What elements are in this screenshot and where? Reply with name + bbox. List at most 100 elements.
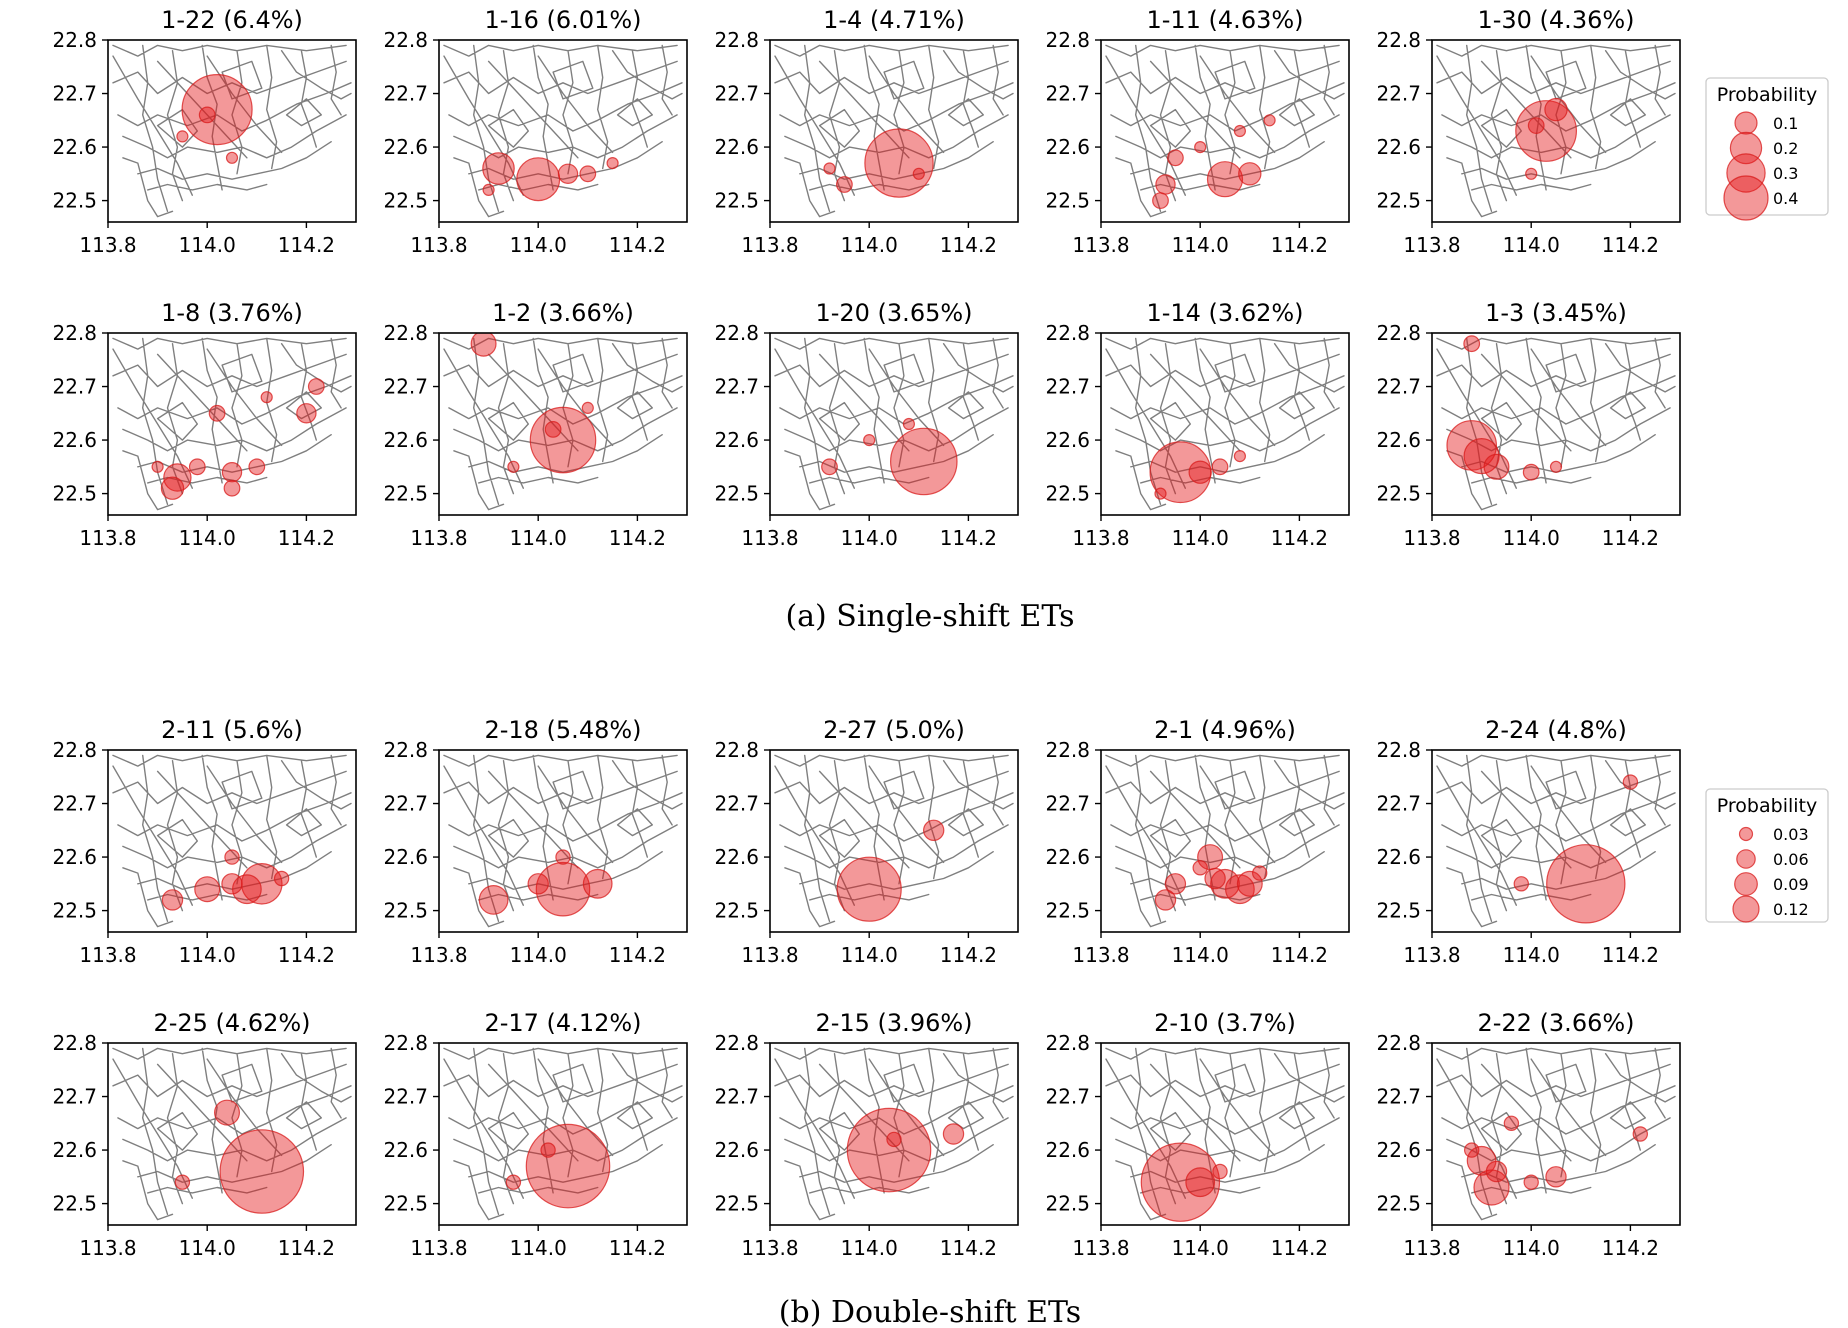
x-tick-label: 114.2 (940, 526, 997, 550)
probability-bubble (188, 458, 206, 476)
x-tick-label: 113.8 (1403, 526, 1460, 550)
probability-bubble (1525, 167, 1538, 180)
probability-bubble (1549, 460, 1563, 473)
x-tick-label: 114.2 (1602, 1236, 1659, 1260)
x-tick-label: 114.2 (609, 1236, 666, 1260)
y-tick-label: 22.8 (52, 321, 97, 345)
x-tick-label: 113.8 (410, 943, 467, 967)
y-tick-label: 22.7 (52, 792, 97, 816)
y-tick-label: 22.7 (383, 1085, 428, 1109)
y-tick-label: 22.6 (1045, 428, 1090, 452)
map-area (1105, 754, 1345, 928)
axes-frame (1100, 749, 1350, 933)
y-tick-label: 22.6 (383, 135, 428, 159)
y-tick-label: 22.6 (52, 428, 97, 452)
map-area (774, 754, 1014, 928)
x-tick-label: 114.2 (609, 943, 666, 967)
y-tick-label: 22.5 (52, 482, 97, 506)
y-tick-label: 22.6 (714, 1138, 759, 1162)
y-tick-label: 22.7 (1376, 1085, 1421, 1109)
x-tick-label: 114.0 (179, 1236, 236, 1260)
panel-1-8: 1-8 (3.76%) 22.8 22.7 22.6 22.5 113.8 114.0 114… (52, 299, 357, 550)
x-tick-label: 113.8 (79, 233, 136, 257)
y-tick-label: 22.6 (1376, 428, 1421, 452)
probability-bubble (821, 458, 838, 476)
y-tick-label: 22.5 (383, 899, 428, 923)
road-network (1105, 337, 1345, 511)
probability-bubble (1188, 460, 1212, 484)
axes-frame (1100, 332, 1350, 516)
panel-1-11: 1-11 (4.63%) 22.8 22.7 22.6 22.5 113.8 114.0 11… (1045, 6, 1350, 257)
road-network (774, 337, 1014, 511)
legend-label: 0.03 (1773, 825, 1809, 844)
probability-bubble (823, 162, 836, 175)
probability-bubble (1194, 140, 1207, 154)
y-tick-label: 22.7 (714, 1085, 759, 1109)
panel-2-25: 2-25 (4.62%) 22.8 22.7 22.6 22.5 113.8 114.0 11… (52, 1009, 357, 1260)
y-tick-label: 22.5 (1045, 899, 1090, 923)
y-tick-label: 22.7 (1045, 375, 1090, 399)
probability-bubble (525, 1123, 611, 1209)
y-tick-label: 22.6 (52, 845, 97, 869)
probability-bubble (557, 163, 579, 185)
road-network (443, 44, 683, 218)
panel-title: 2-15 (3.96%) (815, 1009, 972, 1037)
probability-bubble (221, 873, 243, 895)
axes-frame (1431, 1042, 1681, 1226)
map-area (1105, 44, 1345, 218)
x-tick-label: 113.8 (1072, 526, 1129, 550)
axes-frame (769, 39, 1019, 223)
legend-group: Probability 0.1 0.2 0.3 0.4 Probability 0.03 0.… (1705, 77, 1829, 923)
y-tick-label: 22.6 (1376, 135, 1421, 159)
probability-bubble (1166, 149, 1184, 167)
map-area (112, 337, 352, 511)
panel-2-11: 2-11 (5.6%) 22.8 22.7 22.6 22.5 113.8 114.0 114… (52, 716, 357, 967)
panel-title: 2-25 (4.62%) (153, 1009, 310, 1037)
map-area (443, 754, 683, 928)
y-tick-label: 22.7 (52, 82, 97, 106)
x-tick-label: 114.0 (510, 233, 567, 257)
probability-bubble (507, 460, 520, 473)
axes-frame (438, 749, 688, 933)
y-tick-label: 22.5 (1376, 482, 1421, 506)
x-tick-label: 114.2 (1602, 943, 1659, 967)
y-tick-label: 22.8 (1376, 321, 1421, 345)
y-tick-label: 22.7 (52, 375, 97, 399)
axes-frame (1100, 39, 1350, 223)
probability-bubble (1485, 1160, 1508, 1183)
x-tick-label: 114.0 (179, 233, 236, 257)
road-network (443, 754, 683, 928)
probability-bubble (248, 458, 266, 476)
probability-bubble (1140, 1142, 1221, 1222)
y-tick-label: 22.8 (714, 28, 759, 52)
probability-bubble (1464, 1142, 1480, 1158)
x-tick-label: 114.0 (179, 526, 236, 550)
probability-bubble (470, 333, 497, 357)
y-tick-label: 22.8 (1376, 738, 1421, 762)
y-tick-label: 22.8 (1045, 321, 1090, 345)
y-tick-label: 22.7 (714, 82, 759, 106)
panel-2-1: 2-1 (4.96%) 22.8 22.7 22.6 22.5 113.8 114.0 114… (1045, 716, 1350, 967)
y-tick-label: 22.8 (1376, 28, 1421, 52)
x-tick-label: 114.0 (1172, 526, 1229, 550)
legend-label: 0.4 (1773, 189, 1798, 208)
x-tick-label: 114.2 (1271, 233, 1328, 257)
x-tick-label: 114.0 (1172, 943, 1229, 967)
legend-bubble (1734, 872, 1758, 896)
panel-title: 1-8 (3.76%) (161, 299, 303, 327)
road-network (443, 1047, 683, 1221)
y-tick-label: 22.5 (1376, 1192, 1421, 1216)
probability-bubble (863, 433, 876, 447)
x-tick-label: 114.0 (510, 1236, 567, 1260)
probability-bubble (1154, 889, 1177, 911)
y-tick-label: 22.7 (383, 82, 428, 106)
probability-bubble (219, 1129, 305, 1214)
probability-bubble (581, 401, 594, 415)
road-network (1105, 754, 1345, 928)
probability-bubble (223, 479, 241, 497)
map-area (443, 333, 683, 511)
probability-bubble (1466, 1145, 1497, 1176)
axes-frame (769, 1042, 1019, 1226)
x-tick-label: 114.0 (1172, 233, 1229, 257)
probability-bubble (529, 406, 597, 474)
